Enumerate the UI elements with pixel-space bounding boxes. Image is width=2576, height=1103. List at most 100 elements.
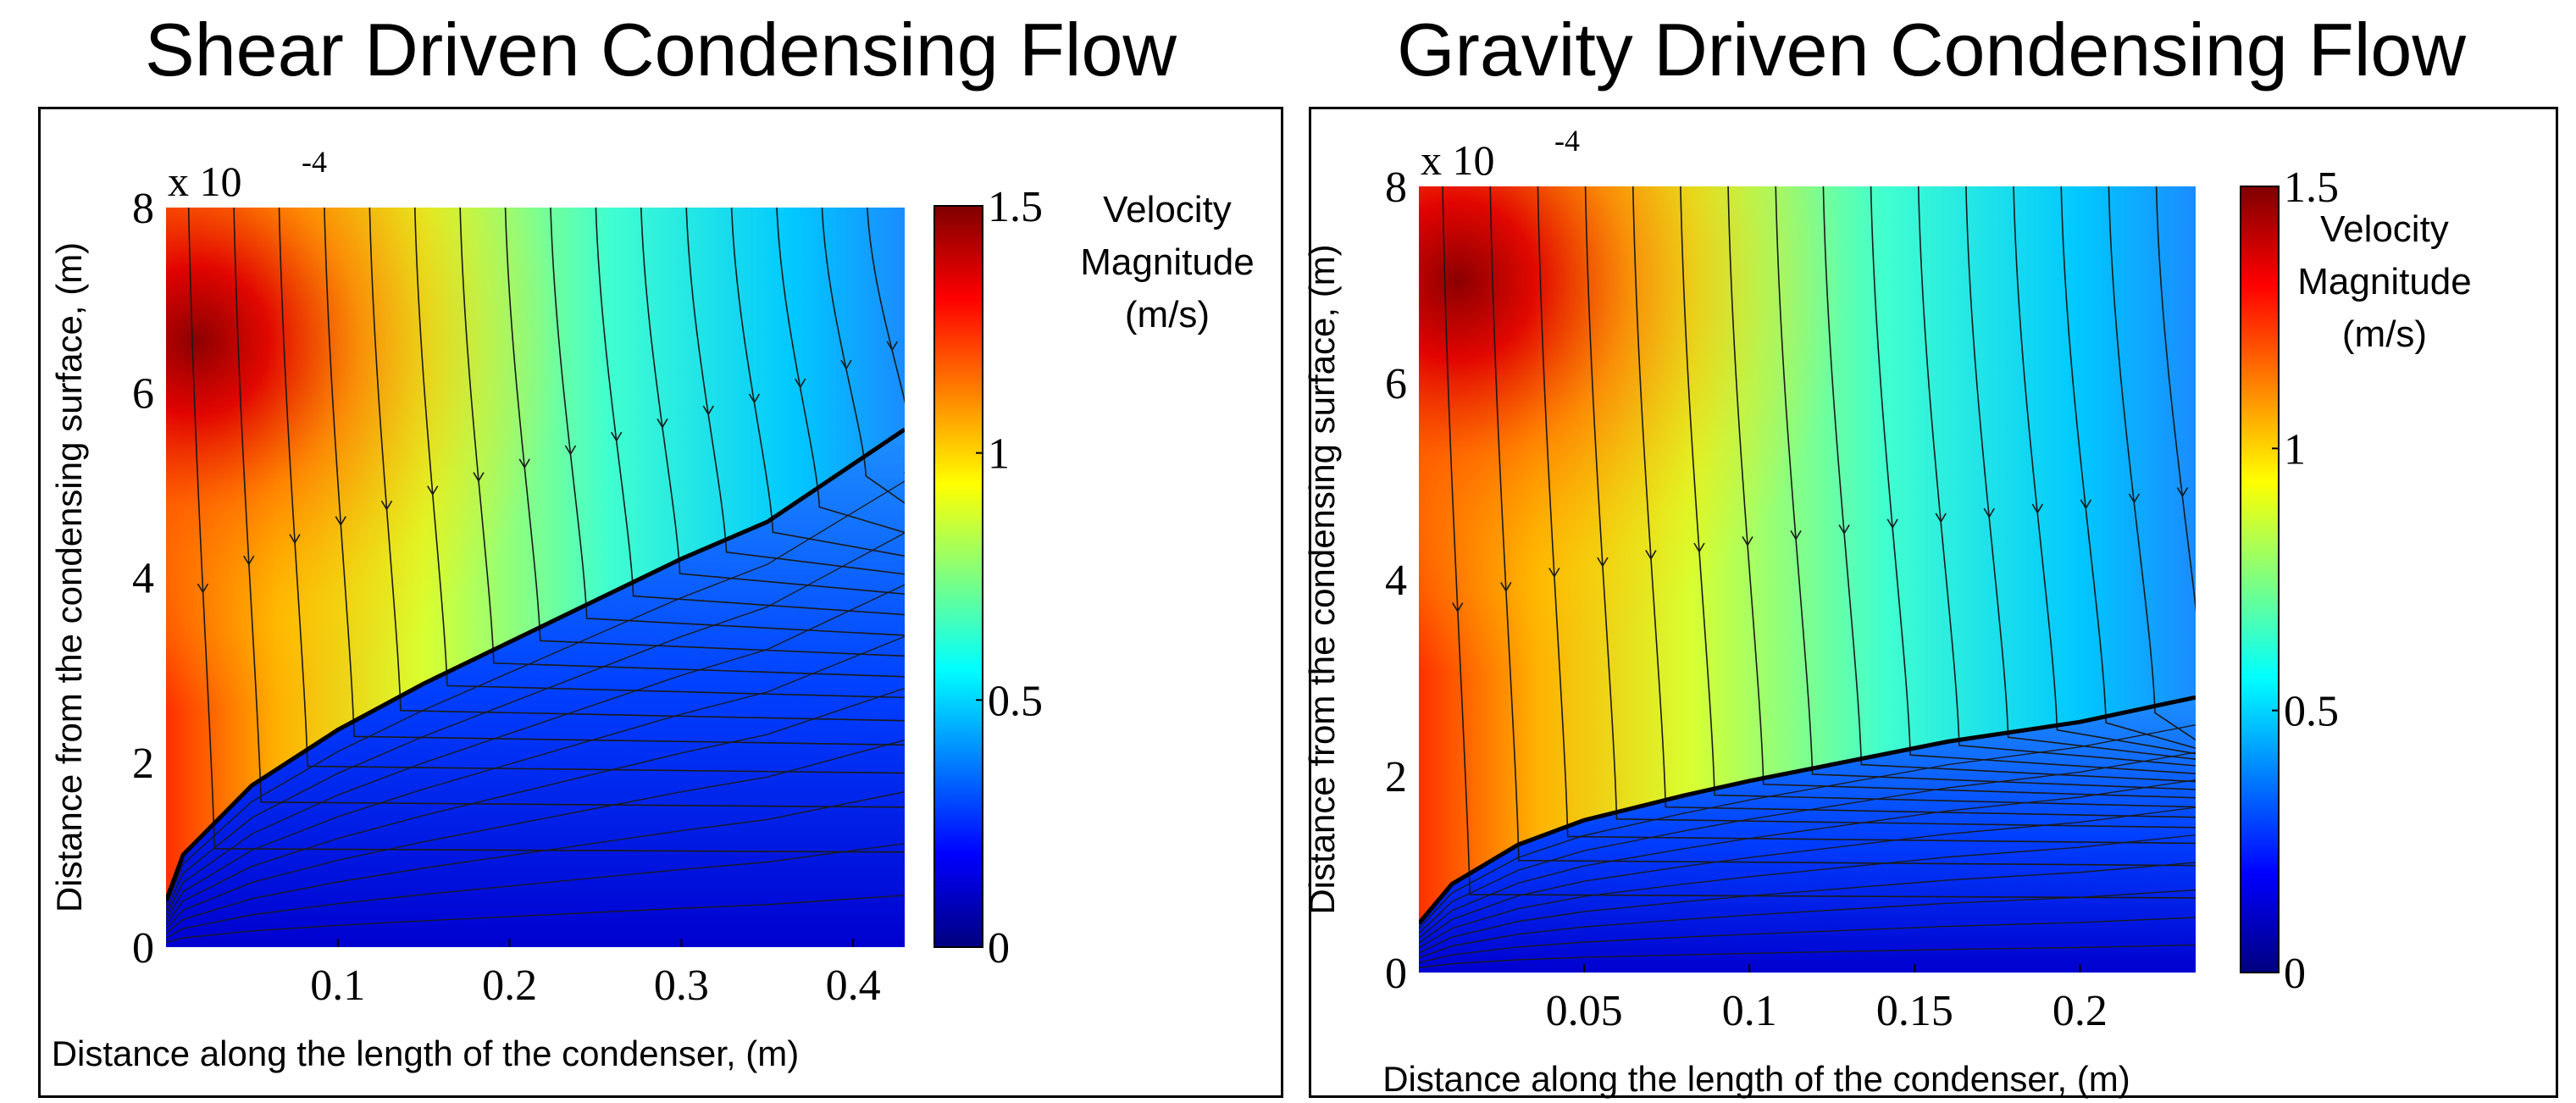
liquid-streamline xyxy=(166,791,905,934)
colorbar-tick-label: 0 xyxy=(2284,950,2306,998)
x-tick-label: 0.1 xyxy=(1722,987,1777,1035)
streamline-arrow xyxy=(1886,518,1898,529)
streamline-arrow xyxy=(289,534,301,545)
liquid-streamline xyxy=(1419,751,2196,934)
y-tick-label: 2 xyxy=(132,740,154,788)
x-tick-label: 0.05 xyxy=(1546,987,1623,1035)
colorbar-tick-label: 0.5 xyxy=(988,677,1043,725)
colorbar-tick-label: 0 xyxy=(988,924,1010,973)
liquid-streamline xyxy=(166,584,905,916)
streamline-arrow xyxy=(795,378,806,389)
x-tick-label: 0.2 xyxy=(2052,987,2108,1035)
streamline-arrow xyxy=(197,583,209,594)
colorbar-label: (m/s) xyxy=(1125,294,1210,335)
colorbar-tick-label: 1.5 xyxy=(2284,164,2339,212)
colorbar-tick-label: 1 xyxy=(2284,425,2306,474)
streamline-arrow xyxy=(702,405,714,416)
x-tick-label: 0.1 xyxy=(310,962,365,1010)
liquid-streamline xyxy=(1419,834,2196,949)
liquid-streamline xyxy=(166,635,905,920)
streamline xyxy=(1489,186,2196,867)
title-gravity: Gravity Driven Condensing Flow xyxy=(1397,8,2466,91)
colorbar-tick-label: 1 xyxy=(988,430,1010,479)
colorbar-label: Velocity xyxy=(1103,189,1232,230)
streamline xyxy=(1537,186,2196,845)
y-tick-label: 0 xyxy=(1385,950,1407,998)
streamline xyxy=(2155,186,2196,732)
liquid-streamline xyxy=(1419,917,2196,964)
x-axis-label: Distance along the length of the condens… xyxy=(52,1034,800,1073)
streamline xyxy=(324,208,905,746)
streamline-arrow xyxy=(2080,499,2092,510)
streamline-arrow xyxy=(1548,568,1560,579)
colorbar-label: Velocity xyxy=(2320,208,2449,250)
liquid-streamline xyxy=(166,739,905,929)
y-tick-label: 4 xyxy=(1385,557,1407,605)
streamline xyxy=(2013,186,2196,755)
streamline xyxy=(1822,186,2196,783)
liquid-streamline xyxy=(166,532,905,911)
streamline xyxy=(233,208,905,808)
x-tick-label: 0.15 xyxy=(1876,987,1953,1035)
streamline-arrow xyxy=(1597,557,1609,568)
streamline-arrow xyxy=(564,445,577,456)
streamline-arrow xyxy=(1500,582,1512,592)
y-tick-label: 8 xyxy=(1385,164,1407,212)
streamline-arrow xyxy=(1983,507,1995,518)
streamline-arrow xyxy=(2176,487,2189,498)
chart-shear: 0.1 0.2 0.3 0.4 0 2 4 6 8 x 10 -4 Distance along th… xyxy=(49,145,1255,1073)
liquid-streamline xyxy=(1419,806,2196,944)
colorbar xyxy=(933,205,983,948)
streamline-arrow xyxy=(473,472,485,483)
liquid-streamline xyxy=(1419,889,2196,959)
colorbar-tick-label: 0.5 xyxy=(2284,688,2339,736)
streamline-arrow xyxy=(1645,550,1657,561)
x-axis-label: Distance along the length of the condens… xyxy=(1382,1059,2130,1099)
y-tick-label: 2 xyxy=(1385,753,1407,801)
streamline-arrow xyxy=(380,500,393,511)
liquid-streamline xyxy=(166,480,905,906)
streamline xyxy=(1442,186,2196,899)
streamline-arrow xyxy=(1838,524,1850,535)
streamline-arrow xyxy=(427,485,439,496)
velocity-field xyxy=(1419,186,2196,973)
y-tick-label: 6 xyxy=(132,369,154,418)
streamline xyxy=(413,208,905,699)
streamline xyxy=(1631,186,2196,818)
streamline-arrow xyxy=(748,393,761,404)
interface-curve xyxy=(166,427,905,902)
streamline xyxy=(2108,186,2196,741)
streamline-arrow xyxy=(1742,536,1753,546)
interface-curve xyxy=(1419,695,2196,925)
streamline xyxy=(867,208,905,474)
streamline xyxy=(1870,186,2196,775)
velocity-field xyxy=(166,208,905,947)
streamline xyxy=(2060,186,2196,749)
streamline-arrow xyxy=(840,359,852,370)
streamline-arrow xyxy=(1790,529,1802,540)
y-multiplier-exp: -4 xyxy=(1554,124,1580,158)
streamline xyxy=(1727,186,2196,799)
streamline-arrow xyxy=(611,431,623,442)
y-tick-label: 0 xyxy=(132,924,154,973)
x-tick-label: 0.4 xyxy=(826,962,881,1010)
liquid-streamline xyxy=(166,843,905,939)
streamline xyxy=(278,208,905,774)
streamline xyxy=(187,208,905,853)
y-tick-label: 4 xyxy=(132,555,154,603)
liquid-streamline xyxy=(166,687,905,925)
streamline xyxy=(1965,186,2196,761)
streamline-arrow xyxy=(1693,542,1705,553)
title-shear: Shear Driven Condensing Flow xyxy=(145,8,1177,91)
x-tick-label: 0.2 xyxy=(482,962,537,1010)
y-multiplier: x 10 xyxy=(168,158,242,205)
y-axis-label: Distance from the condensing surface, (m… xyxy=(49,242,89,912)
streamline xyxy=(1584,186,2196,829)
colorbar-label: Magnitude xyxy=(1080,241,1254,283)
liquid-streamline xyxy=(1419,779,2196,939)
liquid-streamline xyxy=(1419,944,2196,968)
streamline-arrow xyxy=(1452,602,1464,613)
liquid-streamline xyxy=(166,895,905,944)
chart-gravity: 0.05 0.1 0.15 0.2 0 2 4 6 8 x 10 -4 Distance along … xyxy=(1302,124,2472,1099)
